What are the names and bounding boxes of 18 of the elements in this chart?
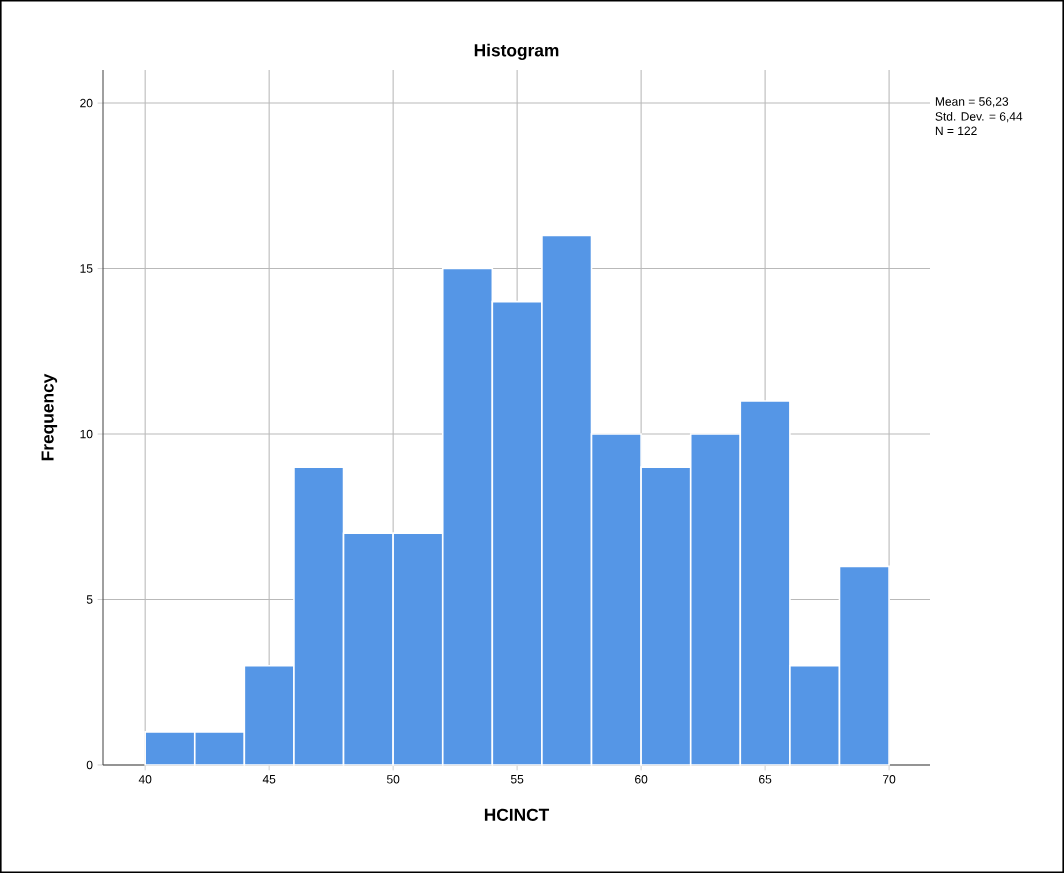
x-tick-label: 50 (386, 775, 400, 784)
text: Std. Dev. = 6,44 (935, 111, 1023, 123)
x-axis-title: HCINCT (484, 808, 550, 821)
text: Mean = 56,23 (935, 97, 1009, 108)
x-tick-label: 70 (883, 775, 896, 784)
x-tick-label: 40 (138, 775, 152, 784)
text: N = 122 (935, 126, 977, 135)
x-tick-label: 60 (635, 775, 648, 784)
x-tick-label: 65 (759, 775, 772, 784)
chart-title: Histogram (474, 43, 559, 60)
y-tick-label: 10 (80, 429, 93, 439)
y-tick-label: 0 (86, 760, 93, 770)
x-tick-label: 55 (510, 775, 524, 784)
y-axis-title: Frequency (41, 373, 58, 461)
y-tick-label: 20 (80, 98, 93, 108)
y-tick-label: 15 (80, 264, 93, 273)
y-tick-label: 5 (86, 595, 93, 604)
x-tick-label: 45 (262, 775, 276, 784)
